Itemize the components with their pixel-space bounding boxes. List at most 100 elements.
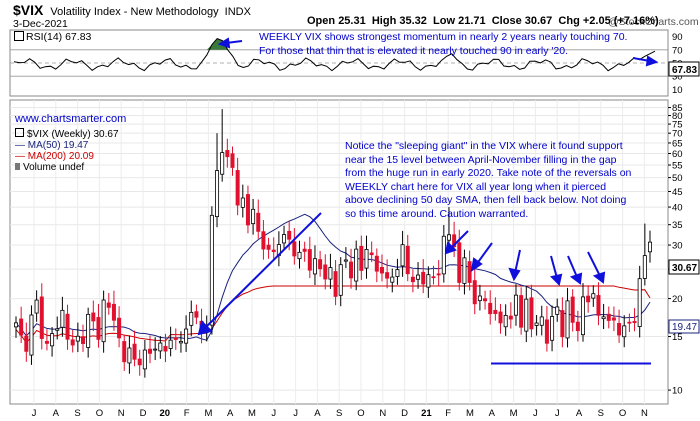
y-tick-label: 40: [672, 203, 683, 214]
arrow-1: [449, 230, 469, 250]
close-value-tag-text: 30.67: [672, 263, 697, 274]
candle-body: [364, 249, 369, 269]
candle-body: [101, 299, 106, 343]
arrow-5: [567, 255, 578, 278]
x-tick-label: N: [641, 408, 648, 419]
candle-body: [34, 299, 39, 314]
x-tick-label: 21: [421, 408, 432, 419]
x-tick-label: J: [293, 408, 298, 419]
candle-body: [359, 245, 364, 271]
index-name: Volatility Index - New Methodology: [50, 6, 219, 18]
symbol-title: $VIX Volatility Index - New Methodology …: [13, 2, 251, 18]
annotation-arrows: [197, 37, 659, 336]
close-value-tag: [668, 259, 700, 275]
candle-body: [209, 214, 214, 326]
legend-ma200: — MA(200) 20.09: [15, 151, 94, 162]
arrow-4-head: [550, 273, 563, 286]
candle-body: [446, 234, 451, 241]
candle-body: [91, 312, 96, 322]
candle-body: [65, 313, 70, 340]
candle-body: [529, 297, 534, 330]
chart-date: 3-Dec-2021: [13, 18, 68, 30]
candle-body: [354, 248, 359, 282]
candle-body: [498, 311, 503, 324]
candle-body: [379, 267, 384, 274]
candle-body: [225, 150, 230, 158]
candle-body: [81, 336, 86, 344]
candle-body: [148, 348, 153, 354]
candle-body: [297, 251, 302, 260]
candle-body: [333, 271, 338, 297]
x-tick-label: J: [32, 408, 37, 419]
candle-body: [282, 234, 287, 244]
candle-body: [410, 276, 415, 283]
y-tick-label: 35: [672, 220, 683, 231]
rsi-label: RSI(14) 67.83: [14, 31, 91, 43]
candle-body: [184, 328, 189, 344]
rsi-value-tag: [668, 61, 700, 77]
arrow-4: [550, 255, 558, 279]
candle-body: [513, 294, 518, 316]
candle-body: [349, 261, 354, 279]
candle-body: [617, 323, 622, 336]
candle-body: [29, 314, 34, 356]
candle-body: [580, 296, 585, 336]
candle-body: [503, 314, 508, 328]
x-tick-label: 20: [160, 408, 171, 419]
candle-body: [44, 340, 49, 344]
candle-body: [287, 230, 292, 240]
watermark: www.chartsmarter.com: [15, 113, 127, 125]
candle-body: [96, 317, 101, 340]
x-tick-label: A: [53, 408, 60, 419]
candle-body: [235, 170, 240, 206]
candle-body: [483, 298, 488, 302]
y-tick-label: 30: [672, 241, 683, 252]
rsi-grid: [10, 49, 668, 77]
candle-body: [632, 321, 637, 323]
candle-body: [106, 302, 111, 308]
candle-body: [122, 341, 127, 363]
candle-body: [75, 335, 80, 342]
legend-ma50: — MA(50) 19.47: [15, 140, 89, 151]
candle-body: [220, 152, 225, 175]
candle-body: [189, 311, 194, 326]
legend-volume: Volume undef: [15, 162, 119, 173]
x-tick-label: N: [379, 408, 386, 419]
candle-body: [544, 319, 549, 344]
candle-body: [302, 248, 307, 252]
candle-body: [173, 337, 178, 340]
candle-body: [606, 313, 611, 321]
candle-body: [318, 259, 323, 270]
price-legend: $VIX (Weekly) 30.67 — MA(50) 19.47 — MA(…: [15, 128, 119, 173]
y-tick-label: 60: [672, 149, 683, 160]
y-tick-label: 65: [672, 138, 683, 149]
exchange: INDX: [224, 6, 251, 18]
candle-body: [194, 311, 199, 318]
y-tick-label: 20: [672, 294, 683, 305]
candle-body: [70, 339, 75, 346]
candle-body: [271, 249, 276, 253]
candle-body: [550, 316, 555, 341]
x-tick-label: J: [533, 408, 538, 419]
y-tick-label: 50: [672, 173, 683, 184]
candle-body: [642, 255, 647, 279]
x-tick-label: J: [271, 408, 276, 419]
x-tick-label: D: [140, 408, 147, 419]
symbol: $VIX: [13, 2, 44, 18]
candle-body: [163, 345, 168, 352]
arrow-5-head: [569, 272, 583, 285]
x-tick-label: O: [619, 408, 626, 419]
candle-body: [416, 274, 421, 280]
candle-body: [452, 234, 457, 248]
x-tick-label: M: [466, 408, 474, 419]
rsi-tick-label: 70: [672, 45, 683, 56]
trend-arrow: [202, 212, 322, 331]
rsi-tick-label: 90: [672, 32, 683, 43]
price-note: Notice the "sleeping giant" in the VIX w…: [345, 140, 632, 220]
y-tick-label: 70: [672, 129, 683, 140]
candle-body: [142, 349, 147, 370]
x-tick-label: A: [576, 408, 583, 419]
candle-body: [488, 302, 493, 315]
candle-body: [555, 306, 560, 315]
trend-arrow-head: [197, 320, 213, 336]
